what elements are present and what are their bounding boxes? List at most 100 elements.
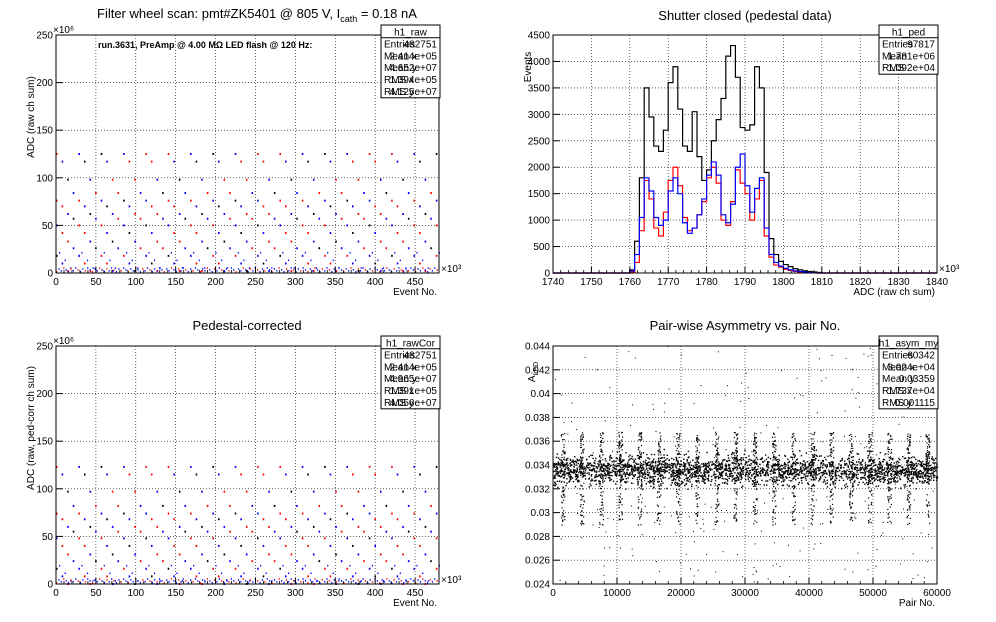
scatter-point <box>424 178 427 181</box>
scatter-point <box>673 470 675 472</box>
scatter-point <box>563 451 565 453</box>
scatter-point <box>811 458 813 461</box>
scatter-point <box>106 205 108 208</box>
scatter-point <box>639 458 641 460</box>
scatter-point <box>679 472 681 475</box>
scatter-point <box>368 537 371 540</box>
y-tick-label: 0 <box>544 269 550 280</box>
scatter-point <box>716 498 719 500</box>
x-tick-label: 450 <box>407 588 424 599</box>
scatter-point <box>647 464 649 467</box>
scatter-point <box>721 467 724 469</box>
scatter-point <box>572 469 575 471</box>
scatter-point <box>830 490 832 492</box>
scatter-point <box>724 469 727 471</box>
scatter-point <box>849 504 851 506</box>
scatter-point <box>932 459 934 461</box>
scatter-point <box>813 462 815 464</box>
scatter-point <box>875 474 877 476</box>
scatter-point <box>923 474 926 476</box>
scatter-point <box>719 465 721 467</box>
scatter-point <box>800 468 802 471</box>
scatter-point <box>932 472 934 474</box>
scatter-point <box>621 436 624 438</box>
scatter-point <box>794 439 797 442</box>
scatter-point <box>162 530 164 533</box>
scatter-point <box>906 477 908 479</box>
scatter-point <box>178 240 181 243</box>
scatter-point <box>661 463 663 466</box>
scatter-point <box>679 471 682 473</box>
scatter-point <box>754 439 756 441</box>
scatter-point <box>775 456 777 458</box>
scatter-point <box>892 458 894 461</box>
scatter-point <box>811 498 813 500</box>
scatter-point <box>826 486 829 488</box>
scatter-point <box>279 512 282 515</box>
scatter-point <box>767 466 769 468</box>
scatter-point <box>269 269 271 271</box>
scatter-point <box>795 469 797 471</box>
scatter-point <box>223 582 225 584</box>
scatter-point <box>84 581 86 583</box>
scatter-point <box>773 490 775 492</box>
scatter-point <box>910 461 913 464</box>
scatter-point <box>848 476 851 478</box>
scatter-point <box>794 504 796 507</box>
scatter-point <box>602 491 604 493</box>
scatter-point <box>237 268 240 270</box>
scatter-point <box>640 524 642 526</box>
scatter-point <box>721 482 724 484</box>
scatter-point <box>117 530 120 533</box>
scatter-point <box>427 580 429 582</box>
scatter-point <box>679 473 681 475</box>
scatter-point <box>916 477 918 479</box>
scatter-point <box>811 498 814 501</box>
scatter-point <box>327 564 329 567</box>
scatter-point <box>187 582 189 584</box>
scatter-point <box>146 267 149 269</box>
scatter-point <box>660 477 662 479</box>
scatter-point <box>86 259 89 262</box>
scatter-point <box>696 457 699 459</box>
scatter-point <box>863 476 865 479</box>
scatter-point <box>235 582 237 584</box>
scatter-point <box>912 482 914 484</box>
scatter-point <box>783 472 786 474</box>
scatter-point <box>794 523 796 526</box>
scatter-point <box>897 474 899 476</box>
scatter-point <box>736 469 738 471</box>
scatter-point <box>405 579 407 581</box>
scatter-point <box>630 482 633 484</box>
scatter-point <box>754 507 756 509</box>
scatter-point <box>424 270 427 273</box>
scatter-point <box>226 267 228 269</box>
scatter-point <box>915 470 917 472</box>
scatter-point <box>379 553 382 556</box>
scatter-point <box>599 480 601 483</box>
scatter-point <box>788 476 791 479</box>
scatter-point <box>790 471 792 473</box>
scatter-point <box>562 510 565 512</box>
scatter-point <box>701 463 703 465</box>
scatter-point <box>695 464 697 466</box>
scatter-point <box>677 472 680 474</box>
scatter-point <box>632 474 634 476</box>
scatter-point <box>932 474 935 476</box>
scatter-point <box>652 487 655 489</box>
scatter-point <box>716 493 718 495</box>
scatter-point <box>883 478 885 480</box>
scatter-point <box>661 461 664 463</box>
scatter-point <box>360 267 362 269</box>
scatter-point <box>621 469 624 471</box>
scatter-point <box>128 518 131 521</box>
scatter-point <box>144 581 146 583</box>
scatter-point <box>145 567 147 570</box>
scatter-point <box>810 464 812 466</box>
scatter-point <box>199 582 201 584</box>
scatter-point <box>740 457 742 459</box>
scatter-point <box>754 483 756 486</box>
scatter-point <box>892 457 894 460</box>
scatter-point <box>335 240 337 243</box>
